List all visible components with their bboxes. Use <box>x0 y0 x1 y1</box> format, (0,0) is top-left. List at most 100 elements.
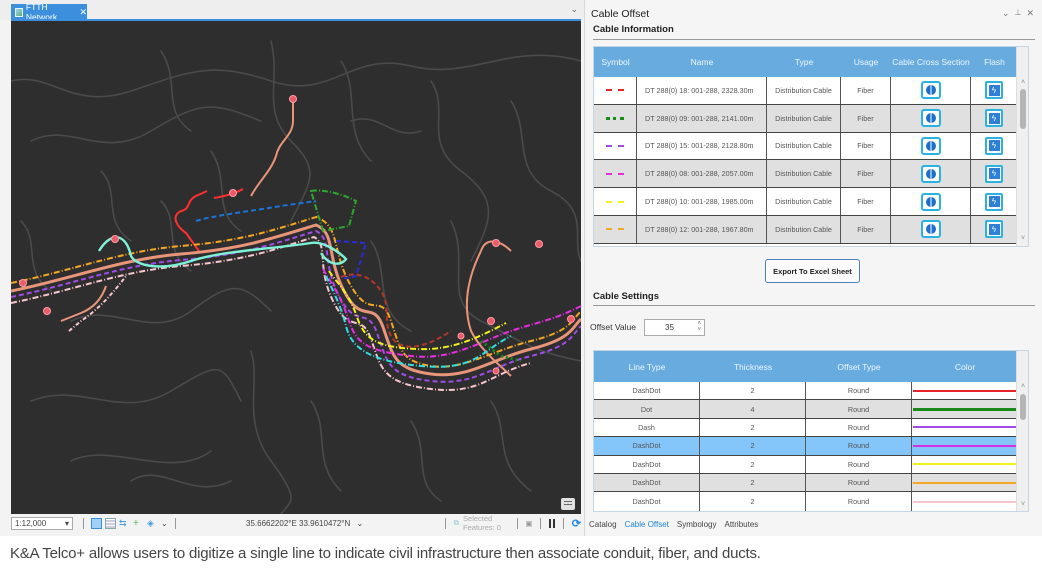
tab-ftth-network[interactable]: FTTH Network ✕ <box>11 2 87 22</box>
color-cell[interactable] <box>912 437 1018 454</box>
scroll-up-icon[interactable]: ˄ <box>1020 79 1026 86</box>
cross-section-button[interactable] <box>920 192 941 211</box>
cross-section-cell <box>891 160 971 188</box>
color-cell[interactable] <box>912 382 1018 399</box>
column-header-symbol[interactable]: Symbol <box>601 57 630 67</box>
grid-icon[interactable] <box>105 517 116 529</box>
column-header-flash[interactable]: Flash <box>984 57 1005 67</box>
crosshair-icon[interactable]: + <box>133 517 139 529</box>
table-row[interactable]: DT 288(0) 10: 001-288, 1985.00m Distribu… <box>594 188 1018 216</box>
table-row[interactable]: DashDot 2 Round <box>594 492 1018 511</box>
type-cell: Distribution Cable <box>767 160 841 188</box>
color-cell[interactable] <box>912 492 1018 510</box>
scroll-down-icon[interactable]: ˅ <box>1020 235 1026 242</box>
figure-caption: K&A Telco+ allows users to digitize a si… <box>10 545 761 562</box>
fixed-zoom-icon[interactable] <box>91 517 102 529</box>
scroll-down-icon[interactable]: ˅ <box>1020 501 1026 508</box>
table-row[interactable]: DashDot 2 Round <box>594 382 1018 401</box>
table-row-selected[interactable]: DashDot 2 Round <box>594 437 1018 456</box>
chevron-down-icon[interactable]: ⌄ <box>356 518 364 528</box>
table-row[interactable]: DT 288(0) 15: 001-288, 2128.80m Distribu… <box>594 132 1018 161</box>
cross-section-button[interactable] <box>920 164 941 183</box>
legend-icon[interactable] <box>561 498 575 510</box>
scroll-thumb[interactable] <box>1020 394 1026 420</box>
cross-section-button[interactable] <box>920 136 941 155</box>
flash-button[interactable]: ϟ <box>985 109 1003 128</box>
color-cell[interactable] <box>912 474 1018 491</box>
line-symbol-icon <box>606 228 624 231</box>
table-row[interactable]: Dash 2 Round <box>594 418 1018 438</box>
tab-cable-offset[interactable]: Cable Offset <box>624 519 669 529</box>
coordinates-text: 35.6662202°E 33.9610472°N <box>246 518 351 528</box>
refresh-icon[interactable]: ⟳ <box>571 517 581 530</box>
cross-section-button[interactable] <box>920 81 941 100</box>
table-row[interactable]: DT 288(0) 09: 001-288, 2141.00m Distribu… <box>594 104 1018 133</box>
tab-catalog[interactable]: Catalog <box>589 519 617 529</box>
chevron-down-icon[interactable]: ⌄ <box>570 4 578 14</box>
table-row[interactable]: DT 288(0) 12: 001-288, 1967.80m Distribu… <box>594 215 1018 244</box>
scroll-up-icon[interactable]: ˄ <box>1020 383 1026 390</box>
table-row[interactable]: DashDot 2 Round <box>594 455 1018 474</box>
table-row[interactable]: Dot 4 Round <box>594 400 1018 419</box>
table-row[interactable]: DT 288(0) 08: 001-288, 2057.00m Distribu… <box>594 160 1018 189</box>
line-type-cell: DashDot <box>594 437 700 455</box>
column-header-cross-section[interactable]: Cable Cross Section <box>892 57 970 67</box>
offset-type-cell: Round <box>806 418 912 437</box>
flash-button[interactable]: ϟ <box>985 220 1003 239</box>
column-header-color[interactable]: Color <box>954 361 976 372</box>
column-header-offset-type[interactable]: Offset Type <box>837 361 881 372</box>
column-header-usage[interactable]: Usage <box>853 57 879 67</box>
color-cell[interactable] <box>912 419 1018 436</box>
flash-button[interactable]: ϟ <box>985 81 1003 100</box>
cable-table-scrollbar[interactable]: ˄ ˅ <box>1016 47 1028 246</box>
color-cell[interactable] <box>912 456 1018 473</box>
export-to-excel-button[interactable]: Export To Excel Sheet <box>765 259 860 283</box>
navigate-icon[interactable]: ◈ <box>147 517 154 528</box>
color-swatch <box>913 426 1017 429</box>
pause-drawing-icon[interactable] <box>549 518 556 528</box>
pin-icon[interactable]: ⊥ <box>1014 8 1022 17</box>
pane-menu-icon[interactable]: ⌄ <box>1001 8 1010 18</box>
spin-arrows-icon[interactable]: ˄ ˅ <box>697 321 701 333</box>
name-cell: DT 288(0) 08: 001-288, 2057.00m <box>637 160 767 188</box>
column-header-name[interactable]: Name <box>690 57 714 67</box>
cable-information-table: Symbol Name Type Usage Cable Cross Secti… <box>593 46 1029 247</box>
flash-button[interactable]: ϟ <box>985 136 1003 155</box>
settings-table-scrollbar[interactable]: ˄ ˅ <box>1016 351 1028 511</box>
flash-cell: ϟ <box>971 160 1018 188</box>
column-header-thickness[interactable]: Thickness <box>733 361 773 372</box>
scroll-thumb[interactable] <box>1020 89 1026 129</box>
symbol-cell <box>594 104 637 132</box>
offset-value-label: Offset Value <box>590 322 636 332</box>
table-row[interactable]: DT 288(0) 18: 001-288, 2328.30m Distribu… <box>594 77 1018 105</box>
name-cell: DT 288(0) 18: 001-288, 2328.30m <box>637 77 767 104</box>
symbol-cell <box>594 77 637 104</box>
chevron-down-icon[interactable]: ⌄ <box>161 518 168 528</box>
close-icon[interactable]: ✕ <box>79 6 87 17</box>
offset-type-cell: Round <box>806 492 912 511</box>
coordinates-readout[interactable]: 35.6662202°E 33.9610472°N ⌄ <box>246 519 363 528</box>
cross-section-icon <box>925 224 936 235</box>
flash-button[interactable]: ϟ <box>985 192 1003 211</box>
select-features-icon[interactable]: ⧉ <box>453 518 460 527</box>
tab-symbology[interactable]: Symbology <box>676 519 717 529</box>
map-canvas[interactable] <box>11 21 581 514</box>
snapping-icon[interactable]: ⇆ <box>119 517 127 528</box>
table-icon[interactable]: ▣ <box>525 518 533 528</box>
thickness-cell: 2 <box>700 382 806 400</box>
cross-section-button[interactable] <box>920 109 941 128</box>
offset-value-stepper[interactable]: 35 ˄ ˅ <box>644 319 705 336</box>
flash-button[interactable]: ϟ <box>985 164 1003 183</box>
column-header-line-type[interactable]: Line Type <box>628 361 666 372</box>
line-type-cell: Dot <box>594 400 700 418</box>
name-cell: DT 288(0) 15: 001-288, 2128.80m <box>637 132 767 160</box>
table-row[interactable]: DashDot 2 Round <box>594 473 1018 493</box>
scale-selector[interactable]: 1:12,000 ▾ <box>11 516 73 530</box>
map-drawing <box>11 40 581 514</box>
color-swatch <box>913 481 1017 484</box>
cross-section-button[interactable] <box>920 220 941 239</box>
tab-attributes[interactable]: Attributes <box>724 519 759 529</box>
column-header-type[interactable]: Type <box>794 57 814 67</box>
color-cell[interactable] <box>912 400 1018 417</box>
close-icon[interactable]: ✕ <box>1026 8 1034 18</box>
